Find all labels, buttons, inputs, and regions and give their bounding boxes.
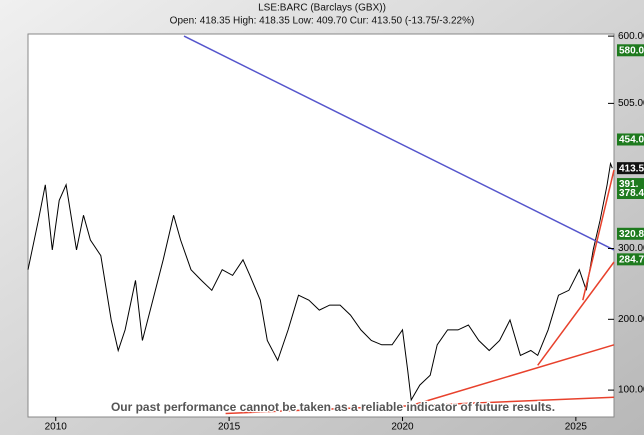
x-tick-label: 2010 bbox=[45, 422, 68, 433]
x-tick-label: 2015 bbox=[218, 422, 241, 433]
price-marker-label: 320.8 bbox=[619, 229, 644, 240]
price-marker-label: 284.7 bbox=[619, 254, 644, 265]
y-tick-label: 200.00 bbox=[618, 314, 644, 325]
chart-title: LSE:BARC (Barclays (GBX)) bbox=[258, 3, 386, 14]
y-tick-label: 505.00 bbox=[618, 98, 644, 109]
price-marker-label: 580.00 bbox=[619, 45, 644, 56]
price-marker bbox=[617, 133, 644, 146]
chart-subtitle: Open: 418.35 High: 418.35 Low: 409.70 Cu… bbox=[170, 16, 475, 27]
price-marker-label: 378.4 bbox=[619, 188, 644, 199]
price-marker-label: 454.00 bbox=[619, 135, 644, 146]
y-tick-label: 600.00 bbox=[618, 31, 644, 42]
price-line bbox=[27, 161, 613, 402]
y-tick-label: 300.00 bbox=[618, 243, 644, 254]
price-marker bbox=[617, 227, 644, 240]
marks bbox=[27, 35, 615, 415]
y-tick-label: 100.00 bbox=[618, 385, 644, 396]
price-marker bbox=[617, 187, 644, 200]
x-tick-label: 2020 bbox=[391, 422, 414, 433]
plot-area bbox=[27, 33, 615, 418]
price-marker bbox=[617, 44, 644, 57]
trend-line bbox=[537, 261, 615, 366]
price-marker-label: 413.5 bbox=[619, 163, 644, 174]
disclaimer: Our past performance cannot be taken as … bbox=[111, 400, 555, 414]
price-marker bbox=[617, 253, 644, 266]
price-marker-label: 391. bbox=[619, 179, 639, 190]
trend-line bbox=[412, 344, 615, 406]
trend-line bbox=[225, 396, 615, 415]
price-marker bbox=[617, 162, 644, 175]
x-tick-label: 2025 bbox=[565, 422, 588, 433]
trend-line bbox=[183, 35, 615, 251]
trend-line bbox=[582, 169, 615, 301]
